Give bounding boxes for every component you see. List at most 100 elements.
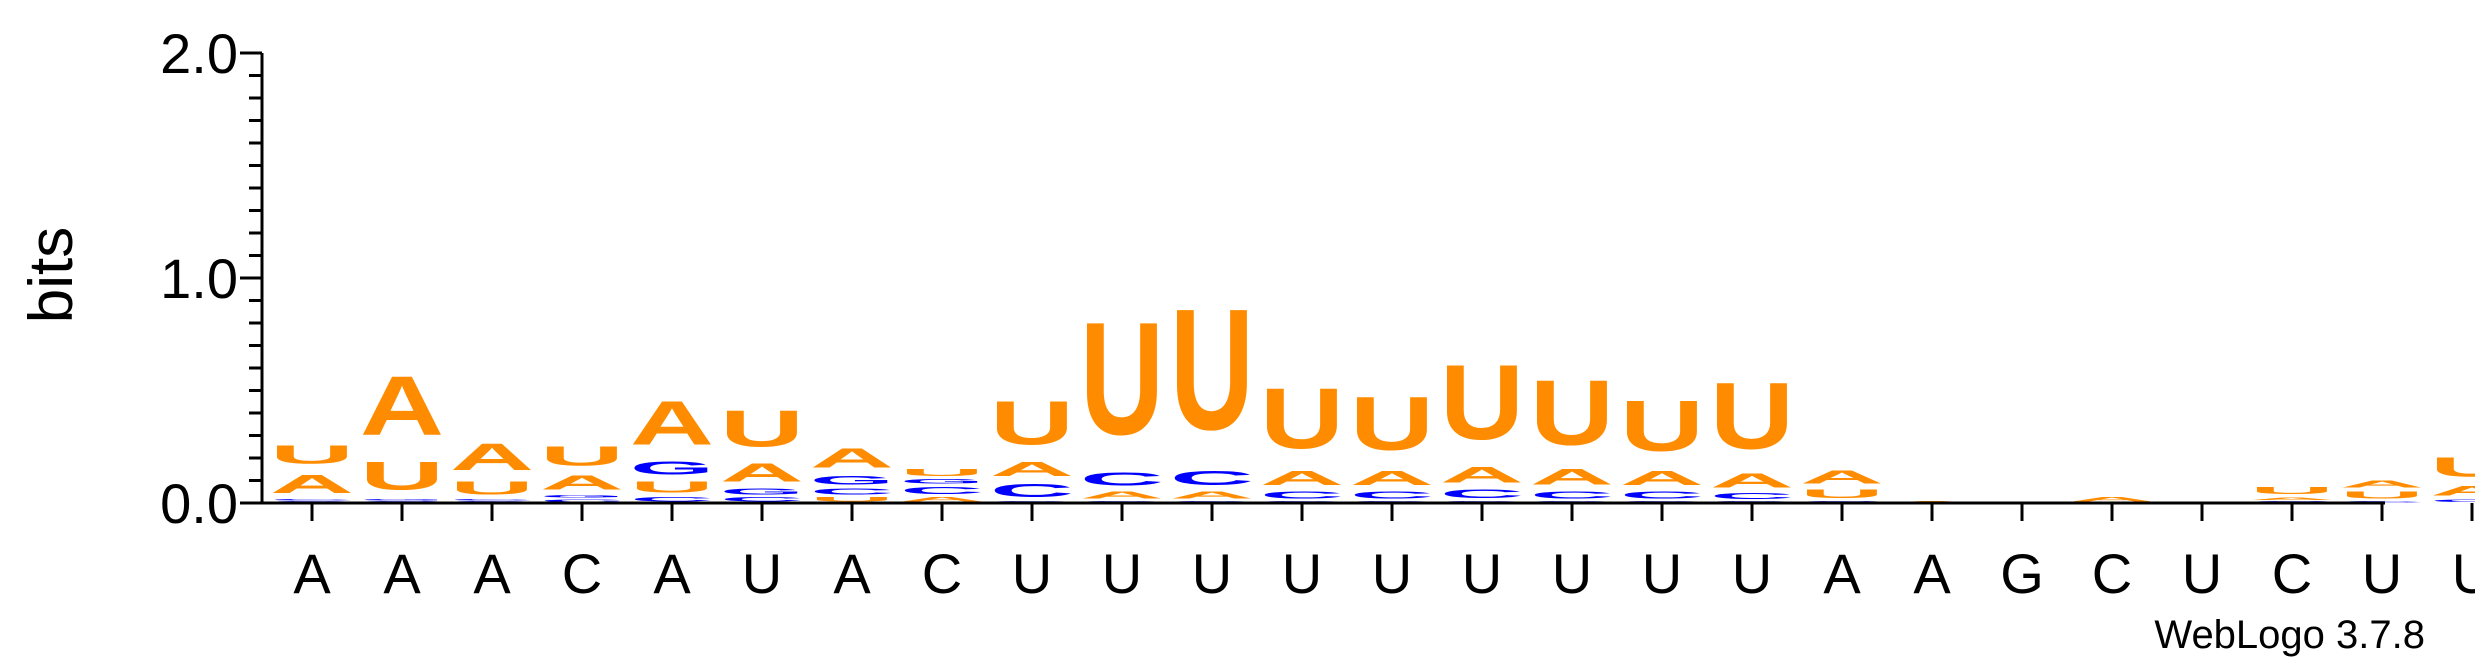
- logo-letter-U: U: [990, 388, 1074, 457]
- x-tick-label: U: [1282, 542, 1322, 605]
- logo-letter-G: G: [810, 474, 894, 487]
- logo-letter-A: A: [360, 359, 444, 454]
- weblogo-version-label: WebLogo 3.7.8: [2154, 613, 2425, 657]
- x-tick-label: A: [293, 542, 331, 605]
- logo-letter-C: C: [1170, 467, 1254, 490]
- logo-letter-U: U: [1260, 370, 1344, 467]
- logo-letter-A: A: [720, 458, 804, 487]
- logo-letter-A: A: [1530, 465, 1614, 490]
- logo-letter-A: A: [1800, 467, 1884, 487]
- logo-letter-A: A: [990, 458, 1074, 481]
- logo-letter-U: U: [1440, 343, 1524, 462]
- logo-letter-A: A: [1440, 462, 1524, 487]
- x-tick-label: G: [2000, 542, 2044, 605]
- logo-letter-A: A: [2070, 496, 2154, 503]
- x-tick-label: U: [1462, 542, 1502, 605]
- x-tick-label: C: [2092, 542, 2132, 605]
- logo-letter-A: A: [1260, 467, 1344, 490]
- y-tick-label: 2.0: [160, 22, 238, 85]
- logo-letter-U: U: [2430, 451, 2475, 483]
- y-ticks: 0.0 1.0 2.0: [160, 22, 262, 535]
- logo-stacks: GCAUCGUAGCUACGAUCUGACGAUUCGAACGUGCAUGACU…: [270, 274, 2475, 503]
- logo-letter-U: U: [1620, 385, 1704, 466]
- logo-letter-G: G: [360, 499, 444, 501]
- logo-letter-C: C: [990, 480, 1074, 500]
- x-tick-label: U: [1552, 542, 1592, 605]
- x-tick-label: U: [2452, 542, 2475, 605]
- logo-letter-C: C: [1440, 487, 1524, 501]
- logo-letter-A: A: [1080, 490, 1164, 501]
- x-tick-label: A: [1913, 542, 1951, 605]
- logo-letter-A: A: [1350, 467, 1434, 490]
- logo-letter-U: U: [2340, 490, 2424, 501]
- logo-letter-U: U: [810, 496, 894, 503]
- logo-letter-U: U: [360, 454, 444, 499]
- logo-letter-A: A: [450, 436, 534, 478]
- logo-letter-G: G: [720, 487, 804, 496]
- x-tick-label: A: [833, 542, 871, 605]
- logo-letter-U: U: [540, 440, 624, 472]
- x-tick-label: U: [1192, 542, 1232, 605]
- logo-letter-A: A: [1170, 490, 1254, 501]
- x-tick-label: U: [742, 542, 782, 605]
- logo-letter-U: U: [1350, 381, 1434, 466]
- y-tick-label: 0.0: [160, 472, 238, 535]
- x-tick-label: C: [922, 542, 962, 605]
- logo-letter-U: U: [630, 478, 714, 496]
- x-tick-label: U: [1012, 542, 1052, 605]
- logo-letter-C: C: [630, 496, 714, 503]
- x-tick-label: C: [2272, 542, 2312, 605]
- logo-letter-U: U: [2250, 485, 2334, 496]
- logo-letter-G: G: [630, 458, 714, 478]
- logo-letter-C: C: [810, 487, 894, 496]
- logo-letter-A: A: [2340, 478, 2424, 489]
- logo-letter-C: C: [2430, 499, 2475, 503]
- logo-letter-U: U: [1530, 362, 1614, 465]
- logo-letter-A: A: [2250, 496, 2334, 500]
- logo-letter-U: U: [1170, 274, 1254, 466]
- logo-letter-A: A: [630, 388, 714, 457]
- logo-letter-C: C: [1530, 490, 1614, 501]
- x-tick-label: U: [2362, 542, 2402, 605]
- logo-letter-A: A: [1710, 469, 1794, 492]
- x-tick-label: U: [1642, 542, 1682, 605]
- x-tick-label: U: [1372, 542, 1412, 605]
- x-tick-label: U: [1102, 542, 1142, 605]
- y-tick-label: 1.0: [160, 247, 238, 310]
- logo-letter-U: U: [1080, 288, 1164, 468]
- x-tick-label: A: [653, 542, 691, 605]
- x-tick-label: U: [1732, 542, 1772, 605]
- logo-letter-A: A: [2430, 483, 2475, 499]
- logo-letter-C: C: [1350, 490, 1434, 501]
- logo-letter-C: C: [540, 499, 624, 503]
- logo-letter-U: U: [900, 467, 984, 478]
- logo-letter-C: C: [450, 499, 534, 501]
- logo-letter-U: U: [1710, 364, 1794, 469]
- logo-letter-A: A: [270, 469, 354, 498]
- x-tick-label: U: [2182, 542, 2222, 605]
- logo-letter-C: C: [1710, 492, 1794, 501]
- logo-letter-A: A: [540, 471, 624, 494]
- logo-letter-C: C: [1260, 490, 1344, 501]
- logo-letter-G: G: [540, 494, 624, 498]
- logo-letter-U: U: [270, 440, 354, 469]
- logo-letter-C: C: [720, 496, 804, 503]
- logo-letter-A: A: [900, 496, 984, 503]
- logo-letter-A: A: [1620, 467, 1704, 490]
- x-tick-label: A: [1823, 542, 1861, 605]
- logo-letter-C: C: [270, 499, 354, 501]
- logo-letter-U: U: [1800, 487, 1884, 501]
- x-tick-label: C: [562, 542, 602, 605]
- logo-letter-C: C: [1080, 469, 1164, 489]
- logo-letter-U: U: [450, 478, 534, 498]
- logo-letter-C: C: [900, 485, 984, 496]
- logo-letter-C: C: [1620, 490, 1704, 501]
- y-axis-label: bits: [17, 227, 86, 323]
- x-tick-label: A: [383, 542, 421, 605]
- logo-letter-U: U: [720, 400, 804, 459]
- logo-letter-A: A: [810, 442, 894, 474]
- x-tick-label: A: [473, 542, 511, 605]
